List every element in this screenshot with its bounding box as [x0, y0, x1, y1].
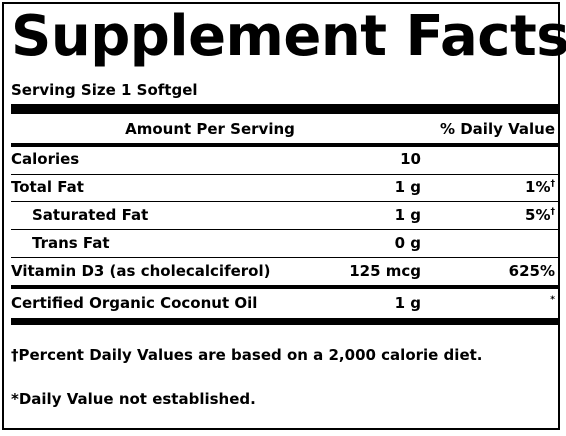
row-coconut-oil-dv: *	[550, 293, 555, 313]
dv-value: 1%	[525, 178, 551, 196]
row-saturated-fat-name: Saturated Fat	[32, 206, 149, 224]
dv-value: 5%	[525, 206, 551, 224]
header-amount-per-serving: Amount Per Serving	[125, 120, 295, 138]
row-vitamin-d3-dv: 625%	[509, 261, 555, 281]
thick-divider-bottom	[11, 318, 559, 325]
serving-size: Serving Size 1 Softgel	[11, 81, 198, 99]
row-total-fat-dv: 1%†	[525, 177, 555, 197]
row-coconut-oil-amount: 1 g	[394, 294, 421, 312]
asterisk-mark: *	[550, 295, 555, 305]
row-calories-name: Calories	[11, 150, 80, 168]
header-daily-value: % Daily Value	[439, 120, 555, 138]
footnote-dagger: †	[11, 346, 19, 364]
row-trans-fat-amount: 0 g	[394, 234, 421, 252]
row-calories-amount: 10	[400, 150, 421, 168]
dagger-mark: †	[550, 207, 556, 217]
row-total-fat-amount: 1 g	[394, 178, 421, 196]
row-divider	[11, 229, 559, 230]
row-saturated-fat-dv: 5%†	[525, 205, 555, 225]
thick-divider-top	[11, 104, 559, 114]
panel-title: Supplement Facts	[11, 4, 566, 69]
row-divider	[11, 257, 559, 258]
supplement-facts-panel: Supplement Facts Serving Size 1 Softgel …	[2, 2, 566, 430]
dv-value: 625%	[508, 262, 555, 280]
row-divider	[11, 201, 559, 202]
row-vitamin-d3-amount: 125 mcg	[349, 262, 421, 280]
footnote-percent-dv: †Percent Daily Values are based on a 2,0…	[11, 345, 482, 365]
row-divider	[11, 174, 559, 175]
row-vitamin-d3-name: Vitamin D3 (as cholecalciferol)	[11, 262, 271, 280]
dagger-mark: †	[550, 179, 556, 189]
footnote-percent-dv-text: Percent Daily Values are based on a 2,00…	[18, 346, 483, 364]
row-coconut-oil-name: Certified Organic Coconut Oil	[11, 294, 258, 312]
row-trans-fat-name: Trans Fat	[32, 234, 110, 252]
footnote-not-established: *Daily Value not established.	[11, 390, 256, 408]
row-total-fat-name: Total Fat	[11, 178, 84, 196]
row-saturated-fat-amount: 1 g	[394, 206, 421, 224]
medium-divider	[11, 143, 559, 147]
medium-divider	[11, 285, 559, 289]
